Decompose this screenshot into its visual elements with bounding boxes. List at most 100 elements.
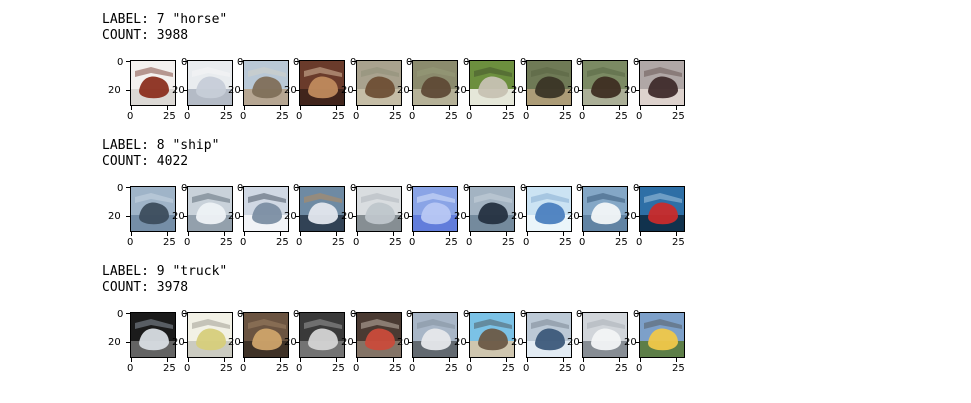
x-tick-mark [300, 358, 301, 362]
x-tick-mark [244, 106, 245, 110]
thumbnail [130, 60, 176, 106]
y-tick-mark [635, 90, 639, 91]
y-tick-mark [126, 342, 130, 343]
y-tick-label: 0 [237, 183, 244, 194]
thumbnail-detail [192, 67, 230, 77]
thumbnail-image [583, 61, 627, 105]
y-tick-label: 0 [576, 183, 583, 194]
y-tick-label: 0 [463, 183, 470, 194]
thumbnail [187, 60, 233, 106]
x-tick-mark [280, 358, 281, 362]
thumbnail-subject [196, 76, 226, 99]
x-tick-mark [167, 358, 168, 362]
y-tick-mark [408, 342, 412, 343]
thumbnail-image [188, 187, 232, 231]
x-tick-mark [393, 232, 394, 236]
y-tick-label: 20 [172, 211, 185, 222]
x-tick-label: 25 [163, 363, 176, 374]
thumbnail-image [640, 61, 684, 105]
y-tick-mark [408, 187, 412, 188]
thumbnail [243, 312, 289, 358]
y-tick-label: 0 [520, 57, 527, 68]
y-tick-mark [239, 90, 243, 91]
x-tick-label: 25 [332, 363, 345, 374]
x-tick-mark [280, 106, 281, 110]
y-tick-label: 20 [397, 211, 410, 222]
y-tick-label: 0 [633, 309, 640, 320]
thumbnail-image [357, 313, 401, 357]
y-tick-mark [635, 216, 639, 217]
x-tick-mark [506, 232, 507, 236]
x-tick-mark [280, 232, 281, 236]
y-tick-label: 20 [567, 337, 580, 348]
image-group: LABEL: 7 "horse" COUNT: 3988 0 20 0 25 0 20 0 25 0… [0, 0, 971, 126]
thumbnail-subject [139, 202, 169, 225]
x-tick-mark [224, 106, 225, 110]
thumbnail-image [244, 187, 288, 231]
y-tick-mark [578, 313, 582, 314]
x-tick-mark [676, 232, 677, 236]
y-tick-label: 0 [576, 309, 583, 320]
thumbnail-subject [252, 328, 282, 351]
thumbnail-image [470, 61, 514, 105]
y-tick-mark [183, 90, 187, 91]
x-tick-mark [413, 106, 414, 110]
y-tick-label: 0 [520, 309, 527, 320]
thumbnail [412, 312, 458, 358]
x-tick-label: 25 [163, 111, 176, 122]
y-tick-label: 20 [624, 337, 637, 348]
y-tick-mark [239, 187, 243, 188]
y-tick-label: 20 [108, 337, 121, 348]
thumbnail-subject [196, 328, 226, 351]
x-tick-label: 25 [445, 237, 458, 248]
x-tick-mark [131, 232, 132, 236]
y-tick-mark [239, 313, 243, 314]
x-tick-mark [563, 232, 564, 236]
x-tick-label: 0 [127, 111, 134, 122]
thumbnail-subject [478, 76, 508, 99]
thumbnail-image [244, 313, 288, 357]
thumbnail-subject [648, 328, 678, 351]
x-tick-mark [131, 358, 132, 362]
x-tick-mark [167, 106, 168, 110]
y-tick-label: 0 [406, 309, 413, 320]
thumbnail [299, 60, 345, 106]
thumbnail-image [583, 187, 627, 231]
x-tick-mark [619, 232, 620, 236]
thumbnail-detail [192, 319, 230, 329]
y-tick-mark [126, 313, 130, 314]
y-tick-mark [126, 216, 130, 217]
thumbnail-image [583, 313, 627, 357]
thumbnail [639, 186, 685, 232]
x-tick-mark [188, 106, 189, 110]
group-header: LABEL: 8 "ship" COUNT: 4022 [102, 138, 219, 170]
y-tick-mark [522, 61, 526, 62]
thumbnail-subject [365, 202, 395, 225]
x-tick-label: 0 [296, 363, 303, 374]
y-tick-mark [635, 187, 639, 188]
y-tick-mark [295, 187, 299, 188]
thumbnail-image [188, 313, 232, 357]
y-tick-mark [465, 216, 469, 217]
y-tick-mark [408, 216, 412, 217]
x-tick-mark [583, 358, 584, 362]
y-tick-mark [635, 61, 639, 62]
y-tick-label: 20 [341, 211, 354, 222]
y-tick-mark [183, 342, 187, 343]
thumbnail [243, 186, 289, 232]
label-line: LABEL: 7 "horse" [102, 12, 228, 27]
y-tick-label: 20 [172, 85, 185, 96]
y-tick-mark [465, 313, 469, 314]
y-tick-label: 0 [117, 309, 124, 320]
thumbnail [356, 312, 402, 358]
thumbnail-detail [531, 319, 569, 329]
thumbnail-detail [192, 193, 230, 203]
y-tick-mark [465, 90, 469, 91]
x-tick-mark [506, 106, 507, 110]
y-tick-label: 0 [576, 57, 583, 68]
thumbnail-subject [591, 76, 621, 99]
y-tick-label: 20 [454, 337, 467, 348]
thumbnail-detail [644, 193, 682, 203]
x-tick-mark [449, 358, 450, 362]
x-tick-label: 0 [127, 363, 134, 374]
